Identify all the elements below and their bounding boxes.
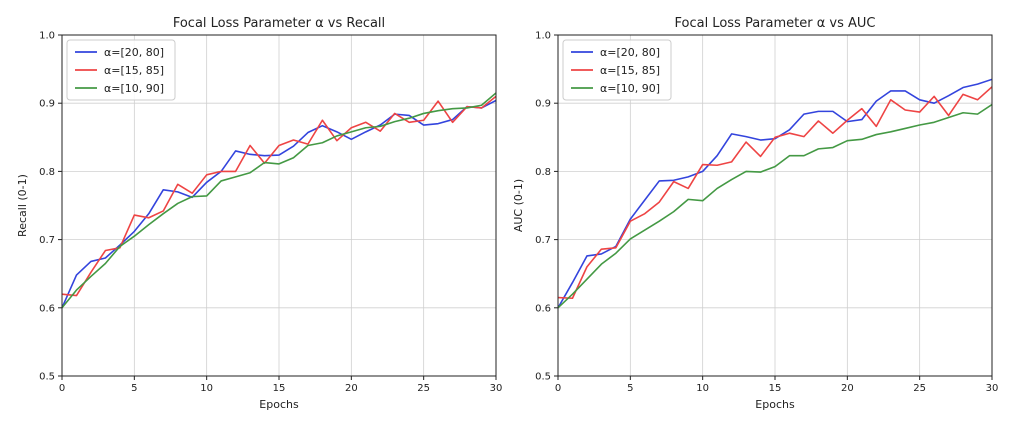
legend-label: α=[15, 85] (600, 64, 660, 77)
legend-label: α=[15, 85] (104, 64, 164, 77)
series-line-1 (62, 99, 496, 309)
y-tick-label: 0.6 (535, 303, 551, 314)
x-tick-label: 20 (345, 383, 358, 394)
legend-label: α=[10, 90] (104, 82, 164, 95)
series-line-3 (558, 103, 992, 309)
y-tick-label: 0.9 (535, 99, 551, 110)
y-tick-label: 1.0 (39, 31, 55, 42)
y-tick-label: 0.5 (535, 372, 551, 383)
series-line-3 (62, 92, 496, 309)
y-tick-label: 0.8 (39, 167, 55, 178)
legend-label: α=[20, 80] (104, 46, 164, 59)
x-tick-label: 0 (59, 383, 65, 394)
y-tick-label: 0.8 (535, 167, 551, 178)
y-tick-label: 0.6 (39, 303, 55, 314)
legend-label: α=[10, 90] (600, 82, 660, 95)
y-tick-label: 0.9 (39, 99, 55, 110)
chart-2: 0 5 10 15 20 25 30 0.5 0.6 0.7 0.8 0.9 1.0 Focal Loss… (512, 16, 998, 411)
y-tick-label: 0.7 (535, 235, 551, 246)
y-tick-label: 0.5 (39, 372, 55, 383)
x-tick-label: 10 (696, 383, 709, 394)
x-tick-label: 5 (627, 383, 633, 394)
chart-title: Focal Loss Parameter α vs AUC (674, 16, 875, 31)
x-tick-label: 15 (769, 383, 782, 394)
legend: α=[20, 80] α=[15, 85] α=[10, 90] (66, 39, 176, 101)
x-axis-label: Epochs (259, 398, 299, 411)
x-tick-label: 0 (555, 383, 561, 394)
x-tick-label: 15 (273, 383, 286, 394)
y-tick-label: 0.7 (39, 235, 55, 246)
chart-title: Focal Loss Parameter α vs Recall (173, 16, 385, 31)
y-axis-label: AUC (0-1) (512, 179, 525, 232)
series-line-2 (62, 95, 496, 297)
x-tick-label: 25 (417, 383, 430, 394)
y-axis-label: Recall (0-1) (16, 174, 29, 237)
legend-box (562, 39, 672, 101)
x-tick-label: 25 (913, 383, 926, 394)
x-tick-label: 10 (200, 383, 213, 394)
series-line-2 (558, 86, 992, 300)
x-tick-label: 5 (131, 383, 137, 394)
series-line-1 (558, 78, 992, 309)
chart-1: 0 5 10 15 20 25 30 0.5 0.6 0.7 0.8 0.9 1.0 Focal Loss… (16, 16, 502, 411)
legend: α=[20, 80] α=[15, 85] α=[10, 90] (562, 39, 672, 101)
legend-label: α=[20, 80] (600, 46, 660, 59)
x-tick-label: 30 (986, 383, 999, 394)
legend-box (66, 39, 176, 101)
x-axis-label: Epochs (755, 398, 795, 411)
x-tick-label: 20 (841, 383, 854, 394)
y-tick-label: 1.0 (535, 31, 551, 42)
x-tick-label: 30 (490, 383, 503, 394)
